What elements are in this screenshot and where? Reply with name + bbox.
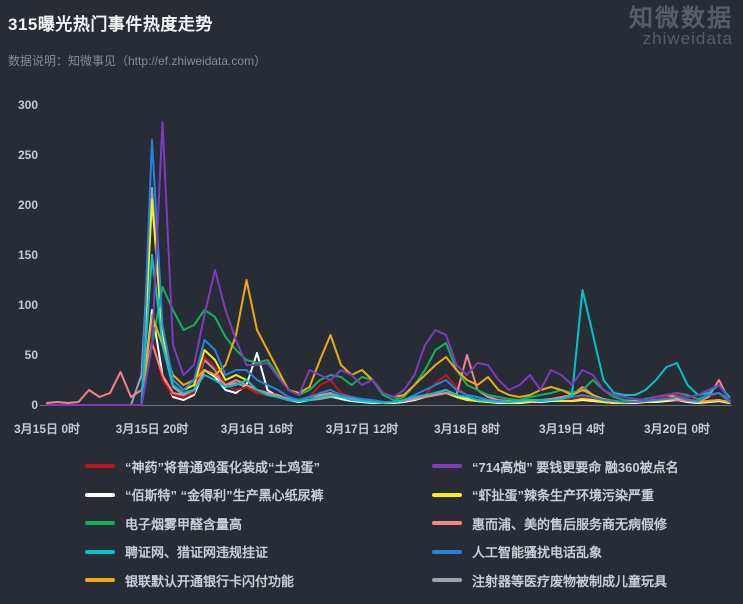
y-tick-label: 100 <box>17 298 38 312</box>
y-tick-label: 150 <box>17 248 38 262</box>
legend-line-swatch <box>432 464 462 469</box>
legend-label: 注射器等医疗废物被制成儿童玩具 <box>472 573 668 589</box>
x-tick-label: 3月19日 4时 <box>538 422 606 436</box>
legend-label: “虾扯蛋”辣条生产环境污染严重 <box>472 488 655 504</box>
logo-en-text: zhiweidata <box>642 29 733 48</box>
zhiweidata-logo: 知微数据 zhiweidata <box>629 6 733 48</box>
legend-label: 惠而浦、美的售后服务商无病假修 <box>472 516 668 532</box>
legend-line-swatch <box>85 492 115 497</box>
legend-line-swatch <box>432 492 462 497</box>
legend-item-gaopao714[interactable]: “714高炮” 要钱更要命 融360被点名 <box>432 452 679 481</box>
series-line-pinzhengwang <box>46 254 731 406</box>
legend-item-zhusheqi[interactable]: 注射器等医疗废物被制成儿童玩具 <box>432 566 679 595</box>
legend-item-dianziyan[interactable]: 电子烟雾甲醛含量高 <box>85 509 432 538</box>
x-tick-label: 3月18日 8时 <box>433 422 501 436</box>
legend-label: 银联默认开通银行卡闪付功能 <box>125 573 295 589</box>
x-tick-label: 3月16日 16时 <box>220 422 294 436</box>
legend-line-swatch <box>85 521 115 526</box>
legend-label: “佰斯特” “金得利”生产黑心纸尿裤 <box>125 488 324 504</box>
logo-cn-text: 知微数据 <box>629 5 733 32</box>
legend-line-swatch <box>85 464 115 469</box>
x-tick-label: 3月15日 0时 <box>13 422 81 436</box>
y-tick-label: 200 <box>17 198 38 212</box>
legend-item-pinzhengwang[interactable]: 聘证网、猎证网违规挂证 <box>85 538 432 567</box>
legend-line-swatch <box>85 549 115 554</box>
y-tick-label: 0 <box>31 398 38 412</box>
legend-label: 电子烟雾甲醛含量高 <box>125 516 243 532</box>
legend-line-swatch <box>432 578 462 583</box>
series-line-gaopao714 <box>46 121 731 406</box>
legend-label: 人工智能骚扰电话乱象 <box>472 545 603 561</box>
legend-label: “神药”将普通鸡蛋化装成“土鸡蛋” <box>125 459 321 475</box>
legend-item-yinlian[interactable]: 银联默认开通银行卡闪付功能 <box>85 566 432 595</box>
legend-item-baisite[interactable]: “佰斯特” “金得利”生产黑心纸尿裤 <box>85 481 432 510</box>
legend-label: “714高炮” 要钱更要命 融360被点名 <box>472 459 679 475</box>
y-tick-label: 300 <box>17 98 38 112</box>
legend-item-rengongzhineng[interactable]: 人工智能骚扰电话乱象 <box>432 538 679 567</box>
legend-line-swatch <box>85 578 115 583</box>
x-tick-label: 3月20日 0时 <box>643 422 711 436</box>
legend-item-huierpu[interactable]: 惠而浦、美的售后服务商无病假修 <box>432 509 679 538</box>
x-tick-label: 3月17日 12时 <box>325 422 399 436</box>
legend-item-shenyao[interactable]: “神药”将普通鸡蛋化装成“土鸡蛋” <box>85 452 432 481</box>
x-tick-label: 3月15日 20时 <box>115 422 189 436</box>
data-source-note: 数据说明：知微事见（http://ef.zhiweidata.com） <box>8 54 267 68</box>
y-tick-label: 250 <box>17 148 38 162</box>
chart-legend: “神药”将普通鸡蛋化装成“土鸡蛋” “佰斯特” “金得利”生产黑心纸尿裤 电子烟雾甲… <box>85 452 679 595</box>
legend-line-swatch <box>432 549 462 554</box>
y-tick-label: 50 <box>24 348 38 362</box>
legend-line-swatch <box>432 521 462 526</box>
legend-label: 聘证网、猎证网违规挂证 <box>125 545 269 561</box>
legend-item-xiachedan[interactable]: “虾扯蛋”辣条生产环境污染严重 <box>432 481 679 510</box>
page-title: 315曝光热门事件热度走势 <box>8 15 213 34</box>
